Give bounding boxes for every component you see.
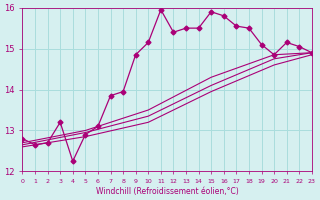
X-axis label: Windchill (Refroidissement éolien,°C): Windchill (Refroidissement éolien,°C) bbox=[96, 187, 238, 196]
